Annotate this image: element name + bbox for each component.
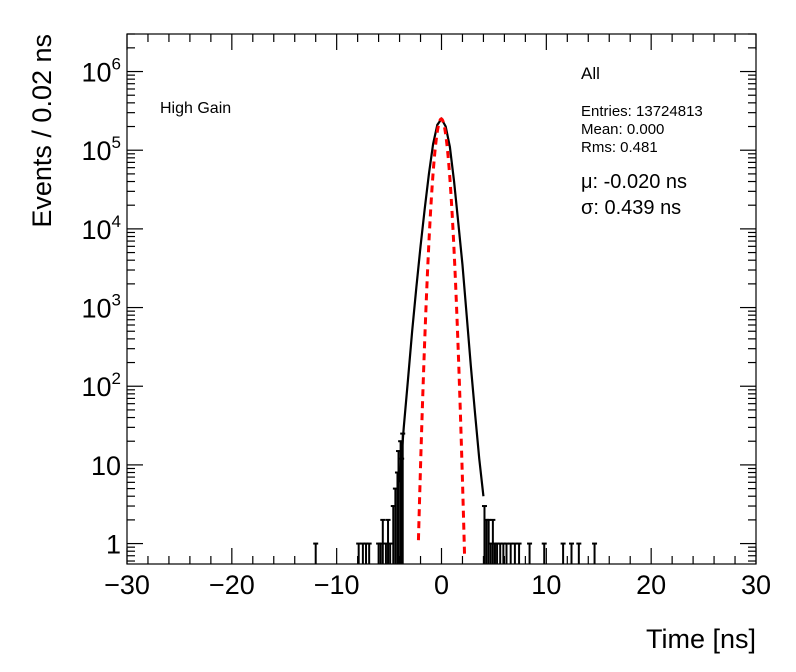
axis-ticks xyxy=(126,33,757,564)
x-tick-label: −20 xyxy=(209,570,255,600)
stats-title: All xyxy=(581,64,600,83)
y-tick-label: 1 xyxy=(106,530,121,560)
fit-sigma-label: σ: 0.439 ns xyxy=(581,197,681,219)
stats-rms: Rms: 0.481 xyxy=(581,139,658,156)
fit-line xyxy=(416,117,467,556)
y-axis-label: Events / 0.02 ns xyxy=(27,34,57,228)
annotation-high-gain: High Gain xyxy=(160,100,231,117)
histogram-series xyxy=(313,116,598,564)
x-tick-labels: −30 −20 −10 0 10 20 30 xyxy=(104,570,771,600)
gaussian-fit-curve xyxy=(416,117,467,556)
stats-entries: Entries: 13724813 xyxy=(581,103,703,120)
stats-mean: Mean: 0.000 xyxy=(581,121,664,138)
x-tick-label: −10 xyxy=(314,570,360,600)
fit-mu-label: μ: -0.020 ns xyxy=(581,171,687,193)
histogram-core-line xyxy=(398,116,485,497)
y-tick-label: 105 xyxy=(81,133,121,166)
x-axis-label: Time [ns] xyxy=(646,624,756,654)
y-tick-label: 10 xyxy=(91,451,121,481)
y-tick-label: 104 xyxy=(81,212,121,245)
y-tick-label: 102 xyxy=(81,369,121,402)
x-tick-label: 20 xyxy=(636,570,666,600)
x-tick-label: 30 xyxy=(741,570,771,600)
y-tick-label: 103 xyxy=(81,291,121,324)
y-tick-labels: 1 10 102 103 104 105 106 xyxy=(81,55,121,560)
x-tick-label: −30 xyxy=(104,570,150,600)
y-tick-label: 106 xyxy=(81,55,121,88)
x-tick-label: 0 xyxy=(434,570,449,600)
x-tick-label: 10 xyxy=(531,570,561,600)
